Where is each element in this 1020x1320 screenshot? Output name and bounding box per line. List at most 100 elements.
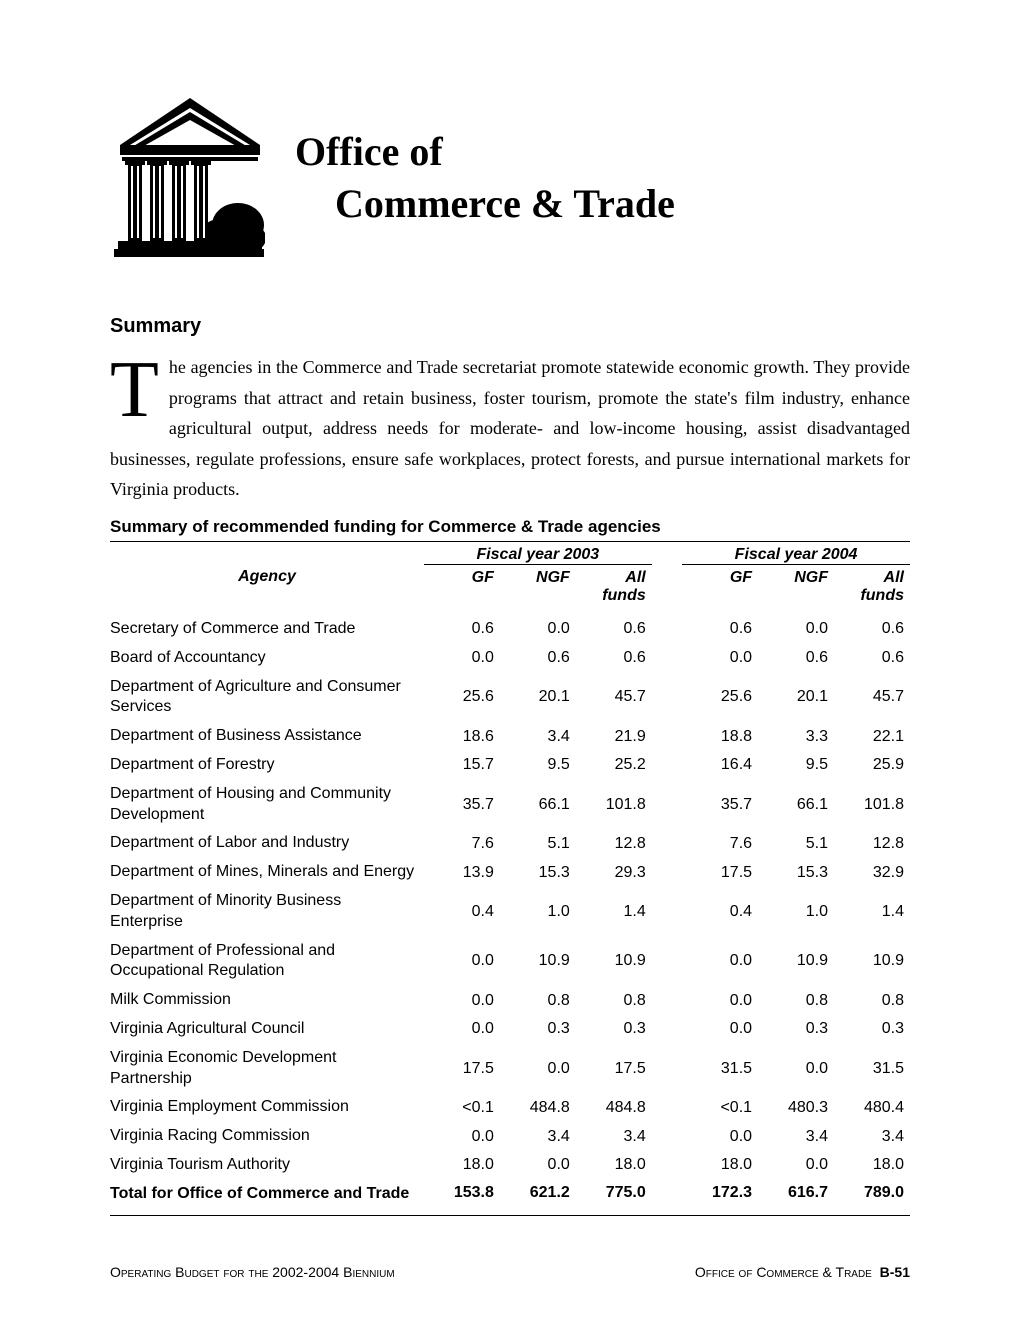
fy03-ngf: 0.0	[500, 1044, 576, 1094]
fy04-gf: 7.6	[682, 829, 758, 858]
table-row: Department of Minority Business Enterpri…	[110, 887, 910, 937]
agency-cell: Virginia Tourism Authority	[110, 1151, 424, 1180]
fy04-gf: 18.8	[682, 722, 758, 751]
fy04-gf: 31.5	[682, 1044, 758, 1094]
total-fy04-all: 789.0	[834, 1180, 910, 1215]
col-gf-2003: GF	[424, 564, 500, 615]
fy03-ngf: 10.9	[500, 937, 576, 987]
table-row: Virginia Employment Commission<0.1484.84…	[110, 1093, 910, 1122]
page-title-line2: Commerce & Trade	[295, 178, 675, 230]
fy03-gf: 0.0	[424, 986, 500, 1015]
total-fy04-ngf: 616.7	[758, 1180, 834, 1215]
fy03-gf: 0.0	[424, 1015, 500, 1044]
fy04-all: 3.4	[834, 1122, 910, 1151]
page-footer: Operating Budget for the 2002-2004 Bienn…	[110, 1264, 910, 1280]
fy04-gf: 0.0	[682, 644, 758, 673]
fy03-all: 29.3	[576, 858, 652, 887]
fy04-ngf: 0.0	[758, 1151, 834, 1180]
table-row: Secretary of Commerce and Trade0.60.00.6…	[110, 615, 910, 644]
fy03-ngf: 5.1	[500, 829, 576, 858]
fy04-ngf: 0.0	[758, 615, 834, 644]
fy03-ngf: 20.1	[500, 673, 576, 723]
table-row: Virginia Tourism Authority18.00.018.018.…	[110, 1151, 910, 1180]
agency-cell: Virginia Racing Commission	[110, 1122, 424, 1151]
fy04-all: 101.8	[834, 780, 910, 830]
fy03-gf: 0.0	[424, 937, 500, 987]
fy03-all: 45.7	[576, 673, 652, 723]
fy03-gf: 17.5	[424, 1044, 500, 1094]
page: Office of Commerce & Trade Summary The a…	[0, 0, 1020, 1256]
agency-cell: Milk Commission	[110, 986, 424, 1015]
table-row: Department of Agriculture and Consumer S…	[110, 673, 910, 723]
fy04-ngf: 9.5	[758, 751, 834, 780]
table-row: Department of Labor and Industry7.65.112…	[110, 829, 910, 858]
fy04-gf: 0.0	[682, 1015, 758, 1044]
fy04-ngf: 15.3	[758, 858, 834, 887]
table-total-row: Total for Office of Commerce and Trade15…	[110, 1180, 910, 1215]
agency-cell: Department of Professional and Occupatio…	[110, 937, 424, 987]
table-row: Department of Business Assistance18.63.4…	[110, 722, 910, 751]
col-agency: Agency	[110, 564, 424, 615]
title-block: Office of Commerce & Trade	[295, 90, 675, 265]
fy04-gf: 0.0	[682, 1122, 758, 1151]
table-row: Department of Forestry15.79.525.216.49.5…	[110, 751, 910, 780]
table-row: Department of Mines, Minerals and Energy…	[110, 858, 910, 887]
fy04-gf: 0.4	[682, 887, 758, 937]
agency-cell: Department of Mines, Minerals and Energy	[110, 858, 424, 887]
fy04-ngf: 0.3	[758, 1015, 834, 1044]
fy03-all: 21.9	[576, 722, 652, 751]
fy04-all: 45.7	[834, 673, 910, 723]
fy04-all: 25.9	[834, 751, 910, 780]
fy04-ngf: 3.3	[758, 722, 834, 751]
fy03-ngf: 9.5	[500, 751, 576, 780]
fy04-gf: 18.0	[682, 1151, 758, 1180]
fy04-gf: 0.6	[682, 615, 758, 644]
agency-cell: Department of Business Assistance	[110, 722, 424, 751]
fy03-all: 0.6	[576, 615, 652, 644]
fy04-ngf: 0.0	[758, 1044, 834, 1094]
fy03-ngf: 3.4	[500, 722, 576, 751]
fy03-gf: 0.0	[424, 644, 500, 673]
fy04-gf: <0.1	[682, 1093, 758, 1122]
table-row: Virginia Racing Commission0.03.43.40.03.…	[110, 1122, 910, 1151]
table-row: Board of Accountancy0.00.60.60.00.60.6	[110, 644, 910, 673]
fy04-all: 0.3	[834, 1015, 910, 1044]
total-fy03-gf: 153.8	[424, 1180, 500, 1215]
dropcap: T	[110, 352, 169, 422]
fy03-ngf: 3.4	[500, 1122, 576, 1151]
fy04-ngf: 5.1	[758, 829, 834, 858]
table-row: Department of Professional and Occupatio…	[110, 937, 910, 987]
fy03-gf: 25.6	[424, 673, 500, 723]
agency-cell: Department of Minority Business Enterpri…	[110, 887, 424, 937]
agency-cell: Secretary of Commerce and Trade	[110, 615, 424, 644]
fy04-all: 12.8	[834, 829, 910, 858]
agency-cell: Virginia Agricultural Council	[110, 1015, 424, 1044]
agency-cell: Department of Labor and Industry	[110, 829, 424, 858]
fy04-all: 31.5	[834, 1044, 910, 1094]
fy04-gf: 16.4	[682, 751, 758, 780]
fy03-ngf: 66.1	[500, 780, 576, 830]
agency-cell: Board of Accountancy	[110, 644, 424, 673]
fy04-ngf: 0.8	[758, 986, 834, 1015]
table-row: Virginia Agricultural Council0.00.30.30.…	[110, 1015, 910, 1044]
footer-left: Operating Budget for the 2002-2004 Bienn…	[110, 1264, 395, 1280]
fy03-ngf: 15.3	[500, 858, 576, 887]
funding-table: Fiscal year 2003 Fiscal year 2004 Agency…	[110, 541, 910, 1216]
agency-cell: Department of Housing and Community Deve…	[110, 780, 424, 830]
summary-paragraph: The agencies in the Commerce and Trade s…	[110, 352, 910, 505]
fy04-all: 1.4	[834, 887, 910, 937]
fy03-gf: 7.6	[424, 829, 500, 858]
total-label: Total for Office of Commerce and Trade	[110, 1180, 424, 1215]
fy03-all: 0.6	[576, 644, 652, 673]
fy03-gf: 13.9	[424, 858, 500, 887]
fy04-gf: 0.0	[682, 986, 758, 1015]
fy03-gf: 18.6	[424, 722, 500, 751]
fy04-all: 18.0	[834, 1151, 910, 1180]
fy03-all: 101.8	[576, 780, 652, 830]
fy03-ngf: 0.0	[500, 615, 576, 644]
fy04-ngf: 10.9	[758, 937, 834, 987]
fy04-all: 22.1	[834, 722, 910, 751]
summary-heading: Summary	[110, 315, 910, 338]
fy03-ngf: 0.0	[500, 1151, 576, 1180]
fy04-all: 32.9	[834, 858, 910, 887]
